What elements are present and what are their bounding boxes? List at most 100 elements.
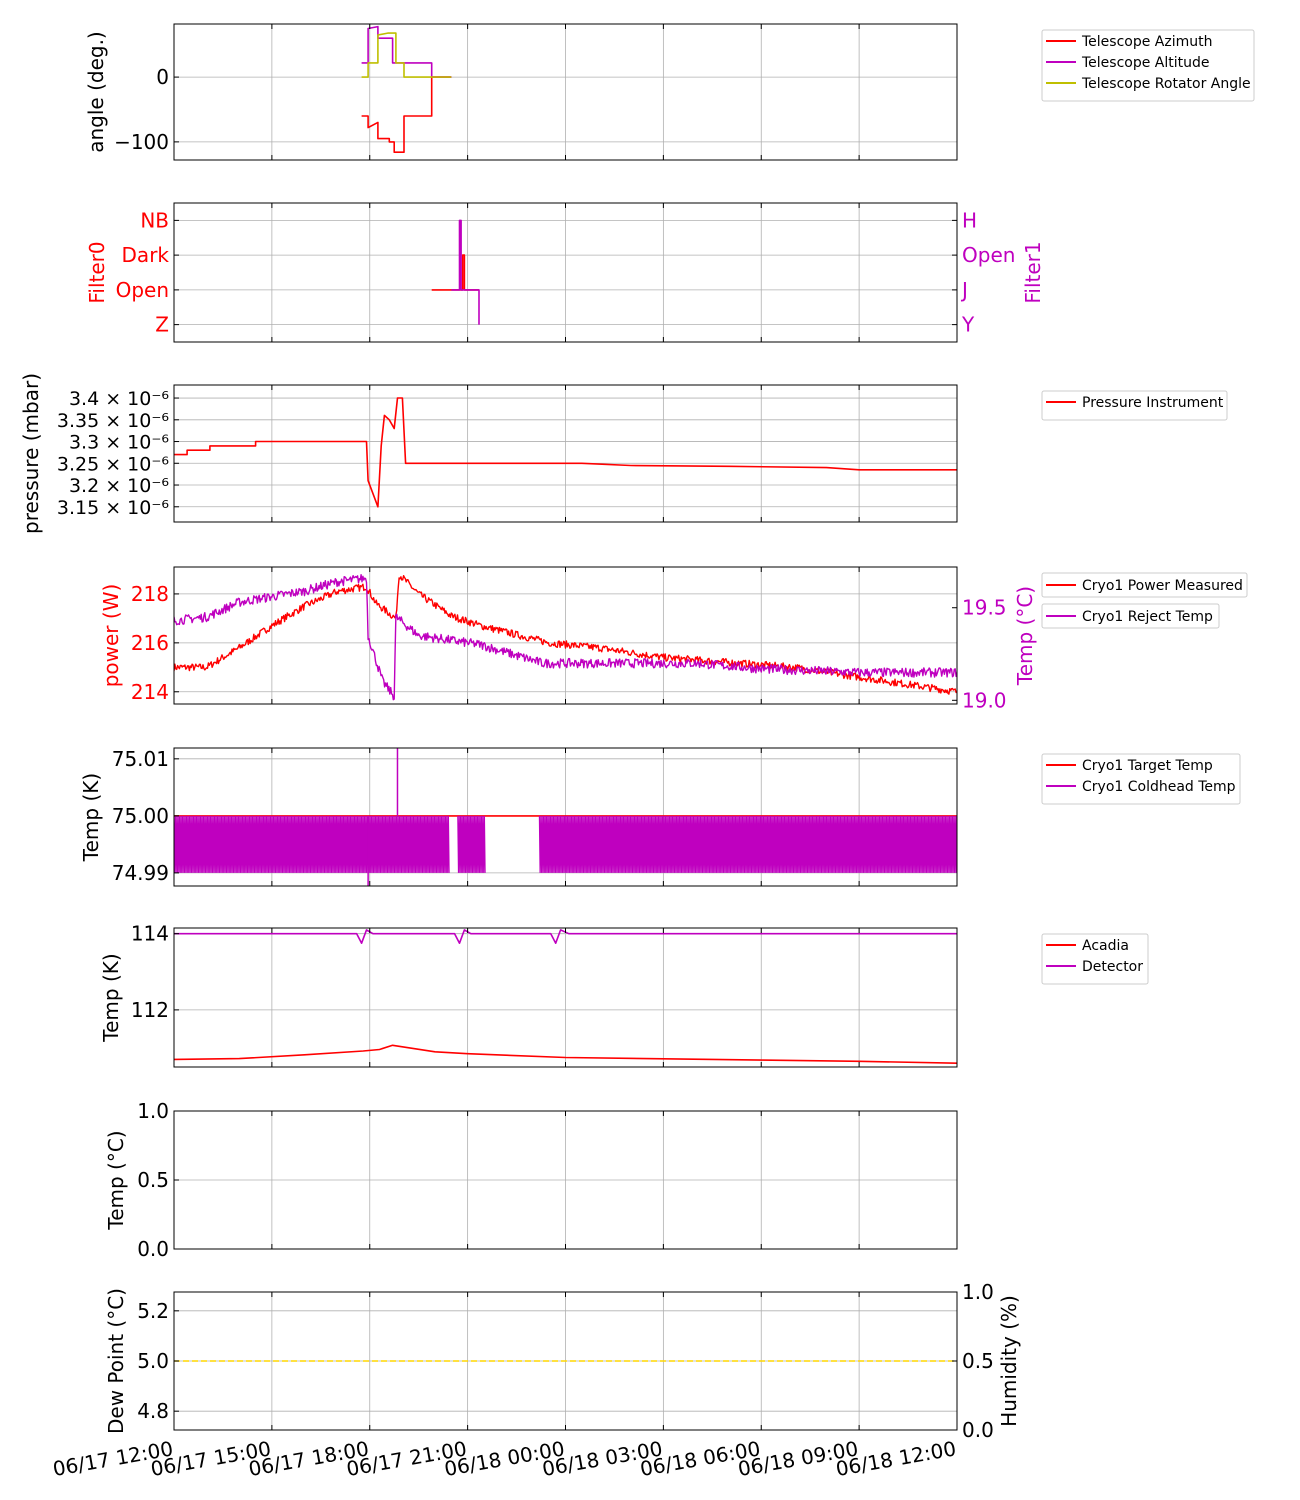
gridlines bbox=[173, 24, 958, 160]
legend-box bbox=[1041, 753, 1241, 805]
y-tick-label: 3.15 × 10⁻⁶ bbox=[57, 497, 169, 519]
y-axis-label-right: Humidity (%) bbox=[997, 1295, 1021, 1427]
series-filters-0 bbox=[431, 254, 479, 291]
panel-filters: NB Dark Open Z H Open JY Filter0 Filter1 bbox=[85, 202, 1045, 343]
coldhead-band-segment bbox=[538, 815, 957, 873]
tick-marks bbox=[173, 748, 958, 886]
series-cryo1-reject-temp bbox=[174, 574, 957, 701]
y-tick-label-right: J bbox=[960, 278, 968, 302]
y-tick-label: 3.3 × 10⁻⁶ bbox=[69, 432, 169, 454]
y-tick-label: 5.0 bbox=[137, 1349, 169, 1373]
y-tick-label-right: Y bbox=[961, 313, 975, 337]
y-tick-label: NB bbox=[140, 208, 169, 232]
y-tick-label: 0 bbox=[156, 65, 169, 89]
y-axis-label: Temp (°C) bbox=[104, 1130, 128, 1230]
legend-entry: Pressure Instrument bbox=[1082, 395, 1224, 411]
legend: Acadia Detector bbox=[1041, 933, 1149, 985]
series-telescope-rotator-angle bbox=[361, 32, 452, 78]
legend-entry: Telescope Azimuth bbox=[1081, 34, 1212, 50]
plot-area bbox=[174, 574, 957, 701]
y-tick-label-right: H bbox=[962, 208, 977, 232]
plot-area bbox=[174, 397, 957, 508]
y-tick-label: −100 bbox=[114, 130, 169, 154]
y-tick-label: 3.35 × 10⁻⁶ bbox=[57, 410, 169, 432]
legend-box bbox=[1041, 603, 1220, 629]
y-axis-label: Temp (K) bbox=[79, 773, 103, 862]
legend: Cryo1 Target Temp Cryo1 Coldhead Temp bbox=[1041, 753, 1241, 805]
y-tick-label: 112 bbox=[131, 998, 169, 1022]
legend: Pressure Instrument bbox=[1041, 390, 1228, 421]
y-tick-label: 3.25 × 10⁻⁶ bbox=[57, 453, 169, 475]
legend-box bbox=[1041, 29, 1255, 102]
panel-cryo-temps: 75.01 75.00 74.99 Temp (K) Cryo1 Target Temp… bbox=[79, 747, 1241, 887]
y-axis-label: pressure (mbar) bbox=[19, 373, 43, 534]
gridlines bbox=[173, 385, 958, 522]
y-axis-label-right: Temp (°C) bbox=[1013, 586, 1037, 686]
series-telescope-azimuth bbox=[361, 76, 452, 153]
y-tick-label: 75.00 bbox=[112, 804, 169, 828]
y-axis-label: Temp (K) bbox=[99, 953, 123, 1042]
series-detector bbox=[174, 929, 957, 944]
y-tick-label: 4.8 bbox=[137, 1399, 169, 1423]
y-tick-label: 75.01 bbox=[112, 747, 169, 771]
y-tick-label: 3.4 × 10⁻⁶ bbox=[69, 388, 169, 410]
legend-entry: Cryo1 Coldhead Temp bbox=[1082, 779, 1236, 795]
tick-marks bbox=[173, 24, 958, 160]
coldhead-band-segment bbox=[457, 815, 486, 873]
tick-marks bbox=[173, 1291, 958, 1431]
legend-entry: Telescope Altitude bbox=[1081, 55, 1210, 71]
legend-entry: Cryo1 Reject Temp bbox=[1082, 609, 1213, 625]
tick-marks bbox=[173, 203, 958, 342]
legend-box bbox=[1041, 933, 1149, 985]
series-cryo1-coldhead-temp bbox=[174, 748, 957, 886]
legend-entry: Cryo1 Power Measured bbox=[1082, 578, 1243, 594]
y-tick-label: 3.2 × 10⁻⁶ bbox=[69, 475, 169, 497]
series-telescope-altitude bbox=[361, 25, 452, 78]
y-tick-label-right: 19.5 bbox=[962, 596, 1007, 620]
y-tick-label: 216 bbox=[131, 631, 169, 655]
tick-marks bbox=[173, 1110, 958, 1250]
plot-area bbox=[431, 219, 480, 325]
series-pressure-instrument bbox=[174, 397, 957, 508]
y-tick-label-right: Open bbox=[962, 243, 1015, 267]
panel-dewpoint: 5.2 5.0 4.8 1.0 0.5 0.0 Dew Point (°C) Humidity… bbox=[104, 1280, 1021, 1442]
y-tick-label-right: 0.5 bbox=[962, 1349, 994, 1373]
legend-box bbox=[1041, 390, 1228, 421]
y-tick-label: 114 bbox=[131, 922, 169, 946]
tick-marks bbox=[173, 385, 958, 522]
y-axis-label: Dew Point (°C) bbox=[104, 1288, 128, 1434]
legend: Cryo1 Power Measured Cryo1 Reject Temp bbox=[1041, 572, 1248, 629]
tick-marks bbox=[173, 928, 958, 1067]
y-tick-label: 74.99 bbox=[112, 861, 169, 885]
y-axis-label: Filter0 bbox=[85, 241, 109, 303]
y-tick-label: 218 bbox=[131, 582, 169, 606]
gridlines bbox=[173, 567, 958, 704]
legend-entry: Detector bbox=[1082, 959, 1143, 975]
y-tick-label-right: 1.0 bbox=[962, 1280, 994, 1304]
y-tick-label: 0.5 bbox=[137, 1168, 169, 1192]
plot-area bbox=[174, 748, 957, 886]
series-filters-1 bbox=[451, 219, 480, 325]
y-tick-label-right: 0.0 bbox=[962, 1418, 994, 1442]
y-tick-label-right: 19.0 bbox=[962, 688, 1007, 712]
y-axis-label-right: Filter1 bbox=[1021, 241, 1045, 303]
plot-area bbox=[361, 25, 452, 153]
panel-pressure: 3.4 × 10⁻⁶3.35 × 10⁻⁶3.3 × 10⁻⁶3.25 × 10… bbox=[19, 373, 1228, 534]
y-tick-label: Z bbox=[155, 313, 169, 337]
plot-area bbox=[174, 929, 957, 1064]
y-tick-label: Dark bbox=[122, 243, 170, 267]
y-tick-label: 1.0 bbox=[137, 1099, 169, 1123]
panel-empty-temp: 1.0 0.5 0.0 Temp (°C) bbox=[104, 1099, 958, 1261]
y-tick-label: 214 bbox=[131, 680, 169, 704]
series-acadia bbox=[174, 1044, 957, 1064]
legend-entry: Telescope Rotator Angle bbox=[1081, 76, 1251, 92]
legend: Telescope Azimuth Telescope Altitude Teles… bbox=[1041, 29, 1255, 102]
y-tick-label: Open bbox=[116, 278, 169, 302]
legend-entry: Cryo1 Target Temp bbox=[1082, 758, 1213, 774]
legend-entry: Acadia bbox=[1082, 938, 1129, 954]
y-tick-label: 0.0 bbox=[137, 1237, 169, 1261]
